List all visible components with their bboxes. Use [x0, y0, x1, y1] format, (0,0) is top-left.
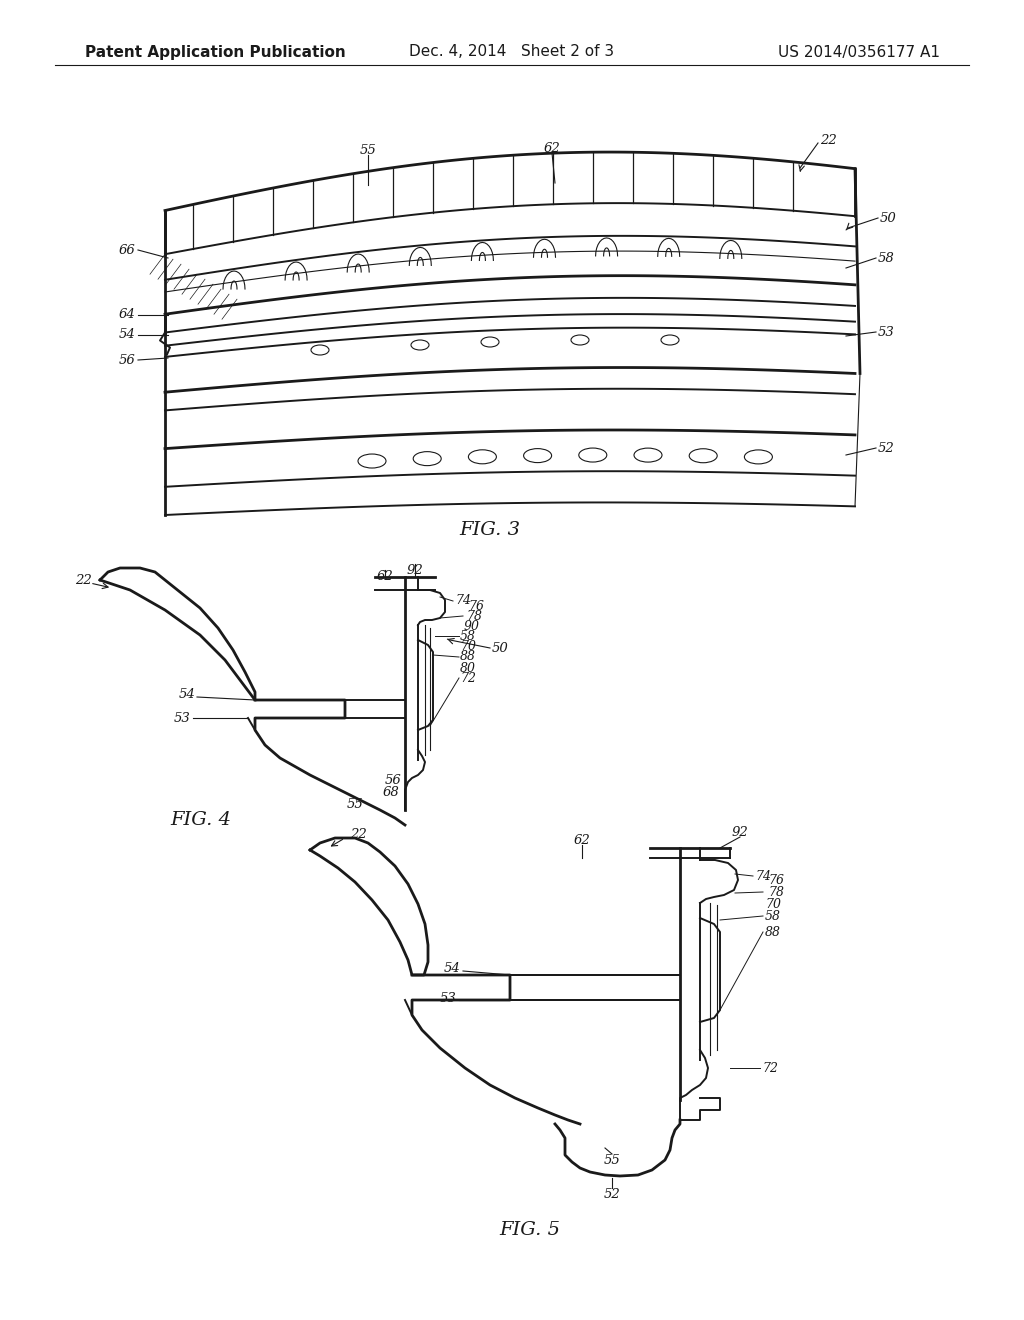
Text: 92: 92: [731, 825, 749, 838]
Text: 62: 62: [573, 833, 591, 846]
Text: 54: 54: [178, 688, 195, 701]
Text: 76: 76: [768, 874, 784, 887]
Text: 53: 53: [878, 326, 895, 338]
Text: US 2014/0356177 A1: US 2014/0356177 A1: [778, 45, 940, 59]
Text: 68: 68: [383, 787, 399, 800]
Text: Dec. 4, 2014   Sheet 2 of 3: Dec. 4, 2014 Sheet 2 of 3: [410, 45, 614, 59]
Text: 64: 64: [118, 309, 135, 322]
Text: 55: 55: [347, 799, 364, 812]
Text: 55: 55: [359, 144, 377, 157]
Text: 88: 88: [460, 651, 476, 664]
Text: 22: 22: [820, 133, 837, 147]
Text: 50: 50: [880, 211, 897, 224]
Text: 53: 53: [173, 711, 190, 725]
Text: FIG. 3: FIG. 3: [460, 521, 520, 539]
Text: 56: 56: [385, 774, 401, 787]
Text: FIG. 4: FIG. 4: [170, 810, 231, 829]
Text: 58: 58: [765, 909, 781, 923]
Text: 78: 78: [466, 610, 482, 623]
Text: 54: 54: [443, 961, 460, 974]
Text: 62: 62: [544, 141, 560, 154]
Text: 76: 76: [468, 599, 484, 612]
Text: 70: 70: [460, 639, 476, 652]
Text: 80: 80: [460, 661, 476, 675]
Text: 72: 72: [762, 1061, 778, 1074]
Text: FIG. 5: FIG. 5: [500, 1221, 560, 1239]
Text: 22: 22: [350, 829, 367, 842]
Text: 78: 78: [768, 886, 784, 899]
Text: 54: 54: [118, 329, 135, 342]
Text: 90: 90: [464, 619, 480, 632]
Text: 52: 52: [878, 441, 895, 454]
Text: 52: 52: [603, 1188, 621, 1201]
Text: 62: 62: [377, 570, 393, 583]
Text: 70: 70: [765, 898, 781, 911]
Text: 58: 58: [878, 252, 895, 264]
Text: 55: 55: [603, 1154, 621, 1167]
Text: 22: 22: [75, 573, 92, 586]
Text: Patent Application Publication: Patent Application Publication: [85, 45, 346, 59]
Text: 74: 74: [455, 594, 471, 607]
Text: 92: 92: [407, 564, 423, 577]
Text: 72: 72: [460, 672, 476, 685]
Text: 56: 56: [118, 354, 135, 367]
Text: 58: 58: [460, 630, 476, 643]
Text: 88: 88: [765, 925, 781, 939]
Text: 74: 74: [755, 870, 771, 883]
Text: 50: 50: [492, 642, 508, 655]
Text: 66: 66: [118, 243, 135, 256]
Text: 53: 53: [439, 991, 456, 1005]
